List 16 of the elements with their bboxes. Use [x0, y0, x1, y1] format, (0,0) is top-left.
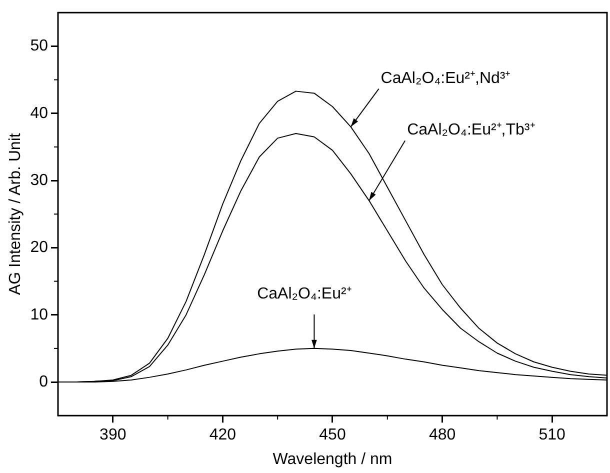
y-tick-label: 50 [30, 38, 48, 55]
x-tick-label: 450 [319, 426, 346, 444]
annotation: CaAl₂O₄:Eu²⁺ [257, 285, 352, 302]
y-tick-label: 40 [30, 104, 48, 122]
y-axis-title: AG Intensity / Arb. Unit [7, 132, 24, 296]
y-tick-label: 0 [39, 373, 48, 390]
x-tick-label: 420 [209, 426, 236, 444]
x-tick-label: 480 [428, 426, 456, 444]
annotation: CaAl₂O₄:Eu²⁺,Tb³⁺ [407, 122, 535, 139]
annotation: CaAl₂O₄:Eu²⁺,Nd³⁺ [380, 70, 510, 87]
y-tick-label: 10 [30, 306, 48, 324]
y-tick-label: 30 [30, 172, 48, 189]
x-axis-title: Wavelength / nm [272, 450, 392, 468]
x-tick-label: 510 [538, 426, 566, 444]
y-tick-label: 20 [30, 239, 48, 256]
x-tick-label: 390 [100, 426, 126, 444]
